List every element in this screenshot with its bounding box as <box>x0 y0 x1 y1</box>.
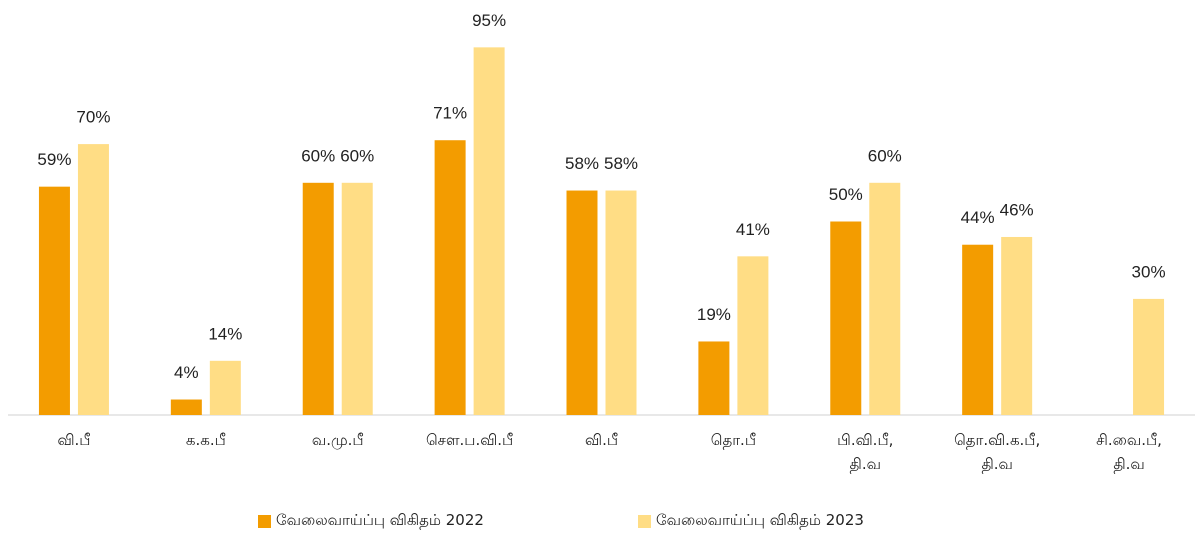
bar <box>566 190 598 415</box>
bar <box>77 144 109 415</box>
x-tick-label: தொ.பீ <box>710 431 756 449</box>
data-label: 70% <box>76 108 110 127</box>
bar <box>737 256 769 415</box>
x-tick-label: சி.வை.பீ, தி.வ <box>1096 431 1162 473</box>
data-label: 19% <box>697 305 731 324</box>
x-tick-label: வி.பீ <box>585 431 618 449</box>
bar <box>962 244 994 415</box>
data-label: 30% <box>1132 262 1166 281</box>
bar <box>341 182 373 415</box>
bar <box>302 182 334 415</box>
x-tick-label: தொ.வி.க.பீ, தி.வ <box>954 431 1041 473</box>
data-label: 14% <box>208 324 242 343</box>
bar <box>434 140 466 416</box>
x-tick-label: வி.பீ <box>57 431 91 449</box>
data-label: 58% <box>565 154 599 173</box>
legend-item: வேலைவாய்ப்பு விகிதம் 2023 <box>638 511 864 531</box>
data-label: 44% <box>961 208 995 227</box>
data-label: 71% <box>433 104 467 123</box>
x-tick-label: சௌ.ப.வி.பீ <box>426 431 514 449</box>
legend-swatch <box>258 514 271 528</box>
bar <box>38 186 70 415</box>
data-label: 4% <box>174 363 199 382</box>
data-label: 50% <box>829 185 863 204</box>
data-label: 58% <box>604 154 638 173</box>
bar <box>473 47 505 415</box>
legend-item: வேலைவாய்ப்பு விகிதம் 2022 <box>258 511 484 531</box>
bar <box>1001 236 1033 415</box>
bar <box>869 182 901 415</box>
data-label: 59% <box>37 150 71 169</box>
data-label: 46% <box>1000 200 1034 219</box>
legend-swatch <box>638 514 651 528</box>
data-label: 60% <box>868 146 902 165</box>
bar <box>1133 298 1165 415</box>
data-label: 60% <box>340 146 374 165</box>
data-label: 60% <box>301 146 335 165</box>
legend-label: வேலைவாய்ப்பு விகிதம் 2023 <box>656 511 864 529</box>
legend-label: வேலைவாய்ப்பு விகிதம் 2022 <box>276 511 484 529</box>
bar <box>605 190 637 415</box>
data-label: 95% <box>472 11 506 30</box>
bar <box>209 360 241 415</box>
x-tick-label: பி.வி.பீ, தி.வ <box>837 431 894 473</box>
bar <box>830 221 862 415</box>
bar <box>698 341 730 415</box>
x-tick-label: க.க.பீ <box>185 431 226 449</box>
x-tick-label: வ.மு.பீ <box>311 431 364 449</box>
data-label: 41% <box>736 220 770 239</box>
bar <box>170 399 202 415</box>
